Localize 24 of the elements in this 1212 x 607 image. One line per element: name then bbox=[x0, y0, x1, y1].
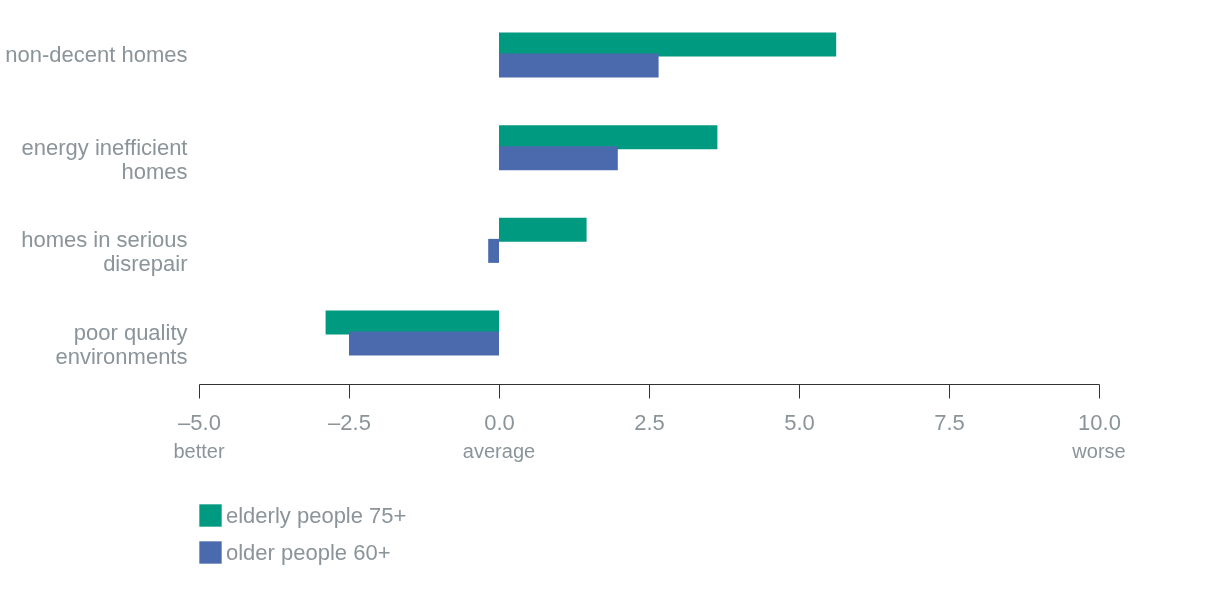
text: better bbox=[173, 440, 225, 462]
bar bbox=[499, 125, 718, 150]
legend-label: older people 60+ bbox=[226, 539, 391, 565]
y-tick-label: poor quality environments bbox=[55, 320, 188, 370]
x-tick-label: 5.0 bbox=[784, 409, 815, 435]
x-tick-label: 0.0 bbox=[484, 409, 515, 435]
x-tick-label: –2.5 bbox=[328, 409, 371, 435]
x-tick-label: –5.0 bbox=[178, 409, 221, 435]
bar bbox=[349, 331, 499, 356]
y-tick-label: homes in serious disrepair bbox=[21, 227, 188, 277]
y-tick-label: non-decent homes bbox=[5, 41, 188, 67]
y-tick-label: energy inefficient homes bbox=[21, 134, 188, 184]
bar bbox=[499, 53, 659, 78]
x-tick-label: 10.0 bbox=[1078, 409, 1121, 435]
text: worse bbox=[1071, 440, 1126, 462]
bar bbox=[325, 310, 499, 335]
bar bbox=[488, 238, 499, 263]
legend-label: elderly people 75+ bbox=[226, 502, 407, 528]
x-tick-label: 7.5 bbox=[934, 409, 965, 435]
bar bbox=[499, 32, 837, 57]
bar bbox=[499, 146, 618, 171]
bar bbox=[499, 217, 587, 242]
text: average bbox=[462, 440, 536, 462]
x-tick-label: 2.5 bbox=[634, 409, 665, 435]
